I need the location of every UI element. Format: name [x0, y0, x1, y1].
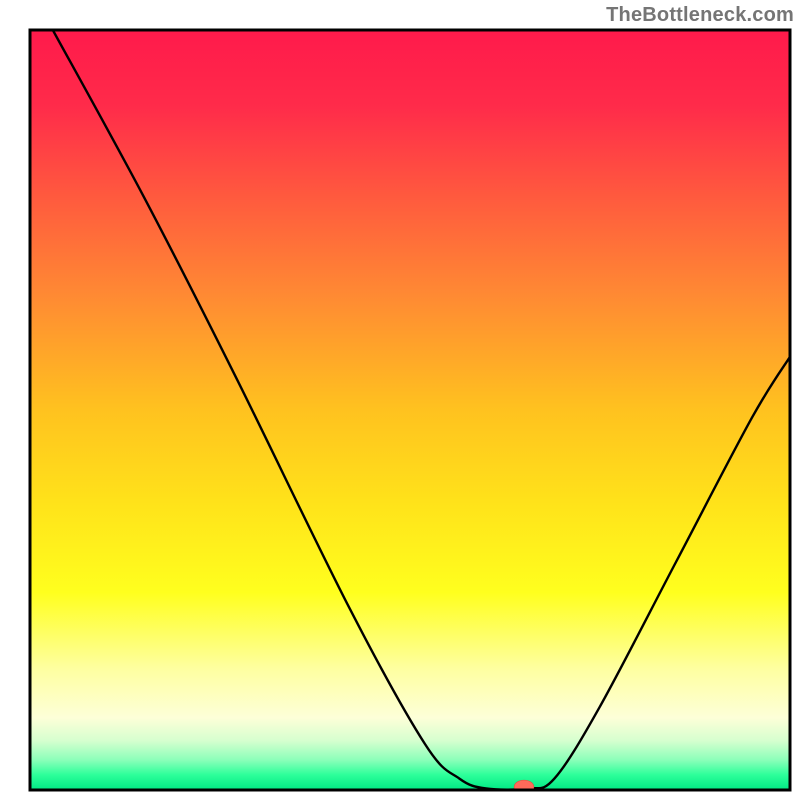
watermark-text: TheBottleneck.com [606, 4, 794, 27]
optimal-marker [514, 780, 534, 794]
chart-root: TheBottleneck.com [0, 0, 800, 800]
bottleneck-chart [0, 0, 800, 800]
plot-background [30, 30, 790, 790]
